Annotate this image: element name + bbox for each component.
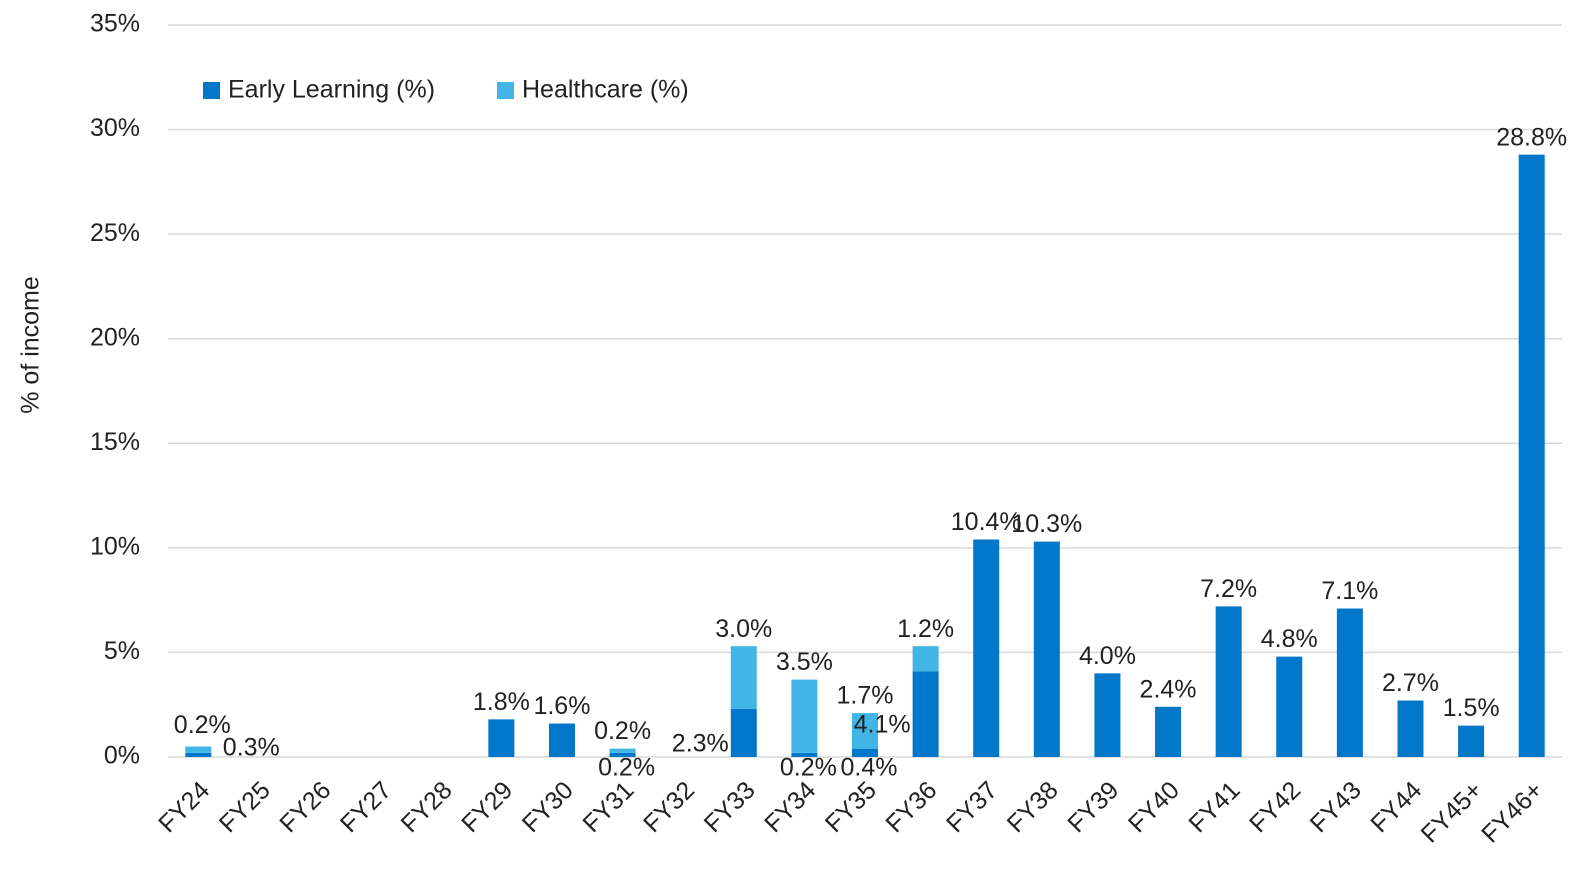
data-label: 4.0%: [1079, 642, 1136, 670]
y-tick-label: 35%: [90, 10, 140, 38]
bar-segment: [791, 752, 818, 757]
bar-segment: [1518, 154, 1545, 757]
data-label: 7.1%: [1321, 577, 1378, 605]
data-label: 1.8%: [473, 688, 530, 716]
x-tick-label: FY25: [214, 776, 276, 838]
data-label: 4.8%: [1261, 625, 1318, 653]
data-label: 3.5%: [776, 648, 833, 676]
bar-segment: [1094, 673, 1121, 757]
data-label: 0.2%: [598, 754, 655, 782]
x-tick-label: FY43: [1305, 776, 1367, 838]
bar-segment: [488, 719, 515, 757]
bar-segment: [1033, 541, 1060, 757]
data-label: 10.3%: [1011, 510, 1082, 538]
y-tick-label: 0%: [104, 742, 140, 770]
data-label: 0.2%: [780, 754, 837, 782]
x-tick-label: FY46+: [1476, 776, 1548, 848]
bar-segment: [912, 646, 939, 672]
bar-segment: [609, 752, 636, 757]
bar-segment: [1155, 706, 1182, 757]
data-label: 1.6%: [533, 692, 590, 720]
x-tick-label: FY27: [335, 776, 397, 838]
x-tick-label: FY31: [577, 776, 639, 838]
data-label: 4.1%: [854, 711, 911, 739]
data-label: 1.2%: [897, 615, 954, 643]
x-tick-label: FY34: [759, 776, 821, 838]
x-tick-label: FY33: [699, 776, 761, 838]
data-label: 0.2%: [174, 711, 231, 739]
x-tick-label: FY26: [274, 776, 336, 838]
data-label: 0.4%: [841, 754, 898, 782]
data-label: 0.2%: [594, 717, 651, 745]
x-tick-label: FY41: [1184, 776, 1246, 838]
bar-segment: [185, 752, 212, 757]
x-tick-label: FY45+: [1416, 776, 1488, 848]
legend-swatch: [497, 82, 514, 99]
data-label: 1.7%: [837, 682, 894, 710]
legend-label: Healthcare (%): [522, 76, 689, 104]
bar-segment: [548, 723, 575, 757]
y-tick-label: 30%: [90, 114, 140, 142]
data-label: 2.4%: [1140, 675, 1197, 703]
x-tick-label: FY40: [1123, 776, 1185, 838]
x-tick-label: FY30: [517, 776, 579, 838]
data-label: 10.4%: [951, 508, 1022, 536]
bar-segment: [185, 746, 212, 753]
y-tick-label: 20%: [90, 323, 140, 351]
y-tick-label: 10%: [90, 532, 140, 560]
data-label: 28.8%: [1496, 123, 1567, 151]
bar-segment: [852, 713, 878, 749]
x-tick-label: FY38: [1002, 776, 1064, 838]
y-tick-label: 5%: [104, 637, 140, 665]
x-tick-label: FY36: [880, 776, 942, 838]
data-label: 3.0%: [715, 615, 772, 643]
data-label: 2.7%: [1382, 669, 1439, 697]
x-tick-label: FY24: [153, 776, 215, 838]
x-tick-label: FY42: [1244, 776, 1306, 838]
bar-segment: [852, 748, 878, 757]
bar-segment: [1397, 700, 1424, 757]
data-label: 0.3%: [223, 734, 280, 762]
bar-segment: [1215, 606, 1242, 757]
bar-segment: [791, 679, 818, 753]
y-tick-label: 15%: [90, 428, 140, 456]
bar-segment: [912, 671, 939, 757]
y-axis-label: % of income: [17, 276, 45, 414]
legend-swatch: [203, 82, 220, 99]
x-tick-label: FY29: [456, 776, 518, 838]
x-tick-label: FY39: [1062, 776, 1124, 838]
x-tick-label: FY35: [820, 776, 882, 838]
bar-segment: [730, 646, 757, 709]
bar-segment: [1276, 656, 1303, 757]
x-tick-label: FY32: [638, 776, 700, 838]
bar-segment: [609, 748, 636, 753]
legend-label: Early Learning (%): [228, 76, 435, 104]
bar-segment: [973, 539, 1000, 757]
x-tick-label: FY37: [941, 776, 1003, 838]
data-label: 7.2%: [1200, 575, 1257, 603]
data-label: 2.3%: [672, 730, 729, 758]
bar-segment: [730, 708, 757, 757]
data-label: 1.5%: [1443, 694, 1500, 722]
bar-segment: [1458, 725, 1485, 757]
y-tick-label: 25%: [90, 219, 140, 247]
bar-segment: [1336, 608, 1363, 757]
x-tick-label: FY28: [396, 776, 458, 838]
